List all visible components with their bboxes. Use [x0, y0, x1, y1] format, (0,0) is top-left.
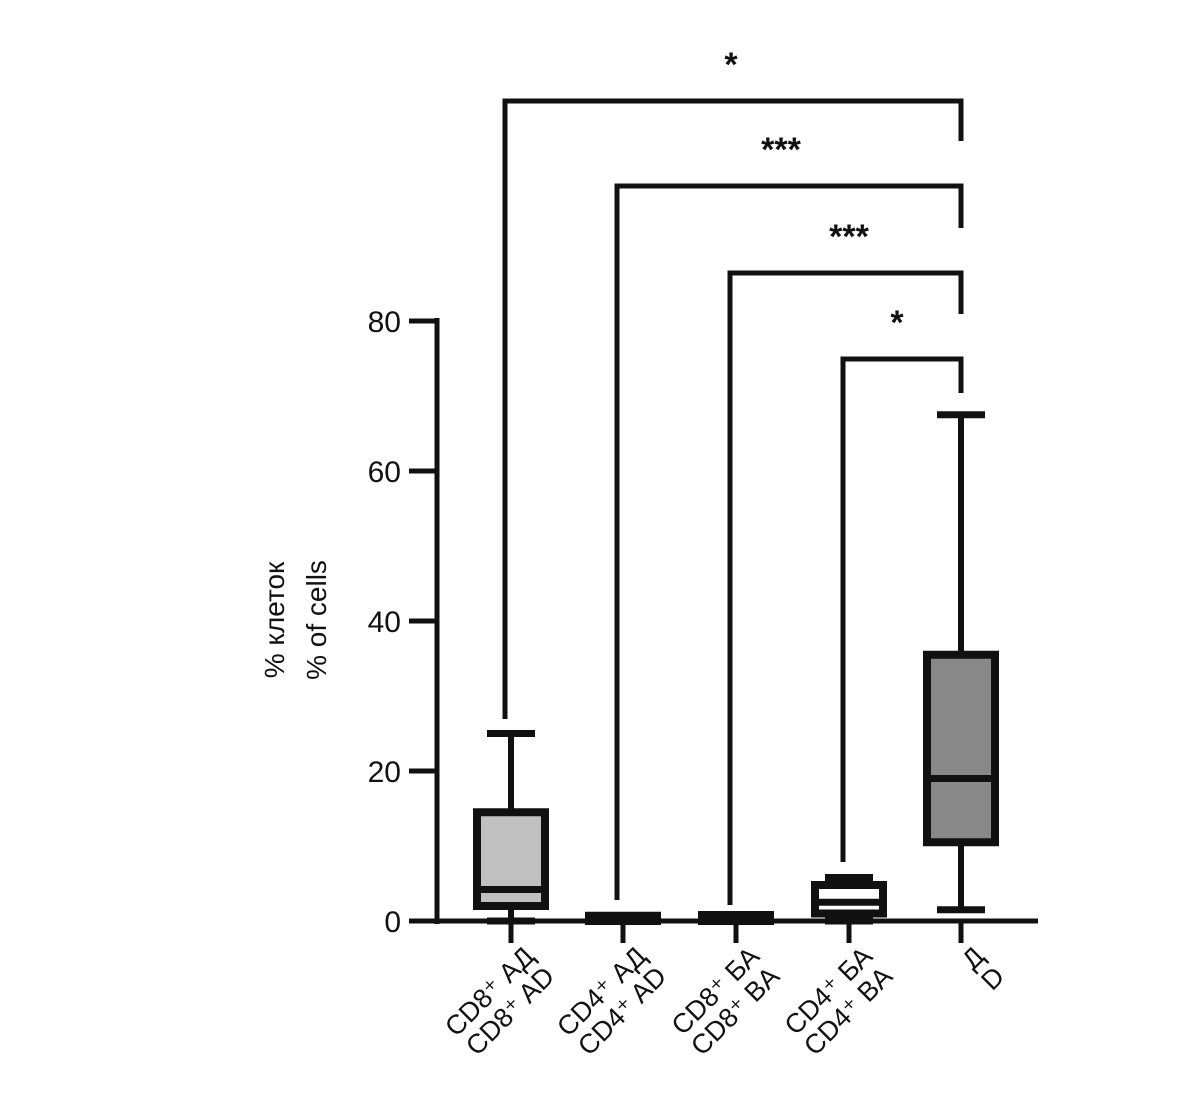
box	[923, 650, 999, 847]
y-tick-label: 40	[368, 606, 401, 639]
box-item	[811, 874, 887, 925]
significance-brackets: ********	[502, 46, 964, 905]
y-axis-label-en: % of cells	[301, 560, 332, 680]
significance-label: ***	[829, 218, 869, 256]
y-tick-label: 80	[368, 306, 401, 339]
y-axis-label-ru: % клеток	[259, 561, 290, 678]
box-item	[698, 911, 774, 925]
y-axis-ticks: 0 20 40 60 80	[368, 306, 437, 939]
box-item	[585, 911, 661, 925]
y-tick-label: 60	[368, 456, 401, 489]
significance-label: ***	[761, 131, 801, 169]
y-tick-label: 20	[368, 756, 401, 789]
y-tick-label: 0	[384, 906, 401, 939]
box-item	[473, 730, 549, 925]
box-item	[923, 411, 999, 914]
significance-label: *	[890, 304, 904, 342]
significance-bracket	[614, 183, 964, 900]
significance-label: *	[724, 46, 738, 84]
significance-bracket	[502, 98, 964, 719]
significance-bracket	[727, 270, 964, 905]
significance-bracket	[840, 356, 964, 862]
box-series	[473, 411, 999, 925]
